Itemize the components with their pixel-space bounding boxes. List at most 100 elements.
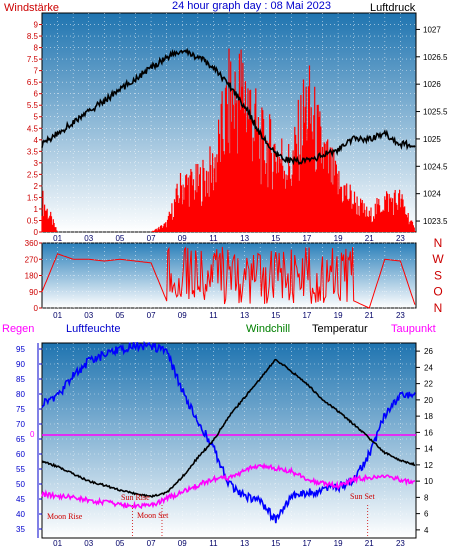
wind-tick-label: 4.5 <box>27 124 39 133</box>
temperature-tick-label: 22 <box>424 380 433 389</box>
temperature-tick-label: 6 <box>424 510 429 519</box>
dewpoint-header: Taupunkt <box>391 323 436 335</box>
wind-tick-label: 4 <box>34 136 39 145</box>
temperature-header: Temperatur <box>312 323 368 335</box>
top-x-tick-label: 09 <box>178 234 187 243</box>
wind-tick-label: 9 <box>34 21 39 30</box>
wind-tick-label: 1.5 <box>27 193 39 202</box>
humidity-tick-label: 75 <box>16 405 25 414</box>
wind-tick-label: 3.5 <box>27 147 39 156</box>
pressure-tick-label: 1024.5 <box>423 162 448 171</box>
mid-x-tick-label: 03 <box>84 311 93 320</box>
top-x-tick-label: 15 <box>271 234 280 243</box>
wind-tick-label: 0 <box>34 228 39 237</box>
mid-x-tick-label: 15 <box>271 311 280 320</box>
direction-tick-label: 180 <box>25 272 39 281</box>
humidity-tick-label: 80 <box>16 390 25 399</box>
bottom-x-tick-label: 15 <box>271 539 280 548</box>
humidity-tick-label: 85 <box>16 375 25 384</box>
temperature-tick-label: 12 <box>424 461 433 470</box>
mid-x-tick-label: 05 <box>115 311 124 320</box>
temperature-tick-label: 16 <box>424 428 433 437</box>
pressure-tick-label: 1027 <box>423 25 441 34</box>
temperature-tick-label: 10 <box>424 477 433 486</box>
mid-x-tick-label: 09 <box>178 311 187 320</box>
chart-title: 24 hour graph day : 08 Mai 2023 <box>172 0 331 12</box>
humidity-header: Luftfeuchte <box>66 323 120 335</box>
direction-tick-label: 90 <box>29 288 38 297</box>
dewpoint-series <box>41 462 416 510</box>
mid-x-tick-label: 21 <box>365 311 374 320</box>
bottom-x-tick-label: 19 <box>334 539 343 548</box>
wind-tick-label: 6.5 <box>27 78 39 87</box>
top-x-tick-label: 17 <box>302 234 311 243</box>
humidity-tick-label: 90 <box>16 360 25 369</box>
temperature-tick-label: 4 <box>424 526 429 535</box>
bottom-x-tick-label: 17 <box>302 539 311 548</box>
top-x-tick-label: 03 <box>84 234 93 243</box>
humidity-tick-label: 95 <box>16 345 25 354</box>
bottom-x-tick-label: 13 <box>240 539 249 548</box>
mid-x-tick-label: 23 <box>396 311 405 320</box>
bottom-x-tick-label: 11 <box>209 539 218 548</box>
wind-tick-label: 8.5 <box>27 32 39 41</box>
compass-label: O <box>433 285 442 299</box>
series-layer <box>41 47 416 538</box>
sun-set-annotation: Sun Set <box>350 492 375 501</box>
humidity-tick-label: 35 <box>16 525 25 534</box>
moon-rise-annotation: Moon Rise <box>47 512 83 521</box>
pressure-tick-label: 1026.5 <box>423 53 448 62</box>
temperature-tick-label: 26 <box>424 347 433 356</box>
temperature-tick-label: 14 <box>424 445 433 454</box>
wind-tick-label: 8 <box>34 44 39 53</box>
wind-tick-label: 2 <box>34 182 39 191</box>
direction-tick-label: 270 <box>25 255 39 264</box>
humidity-tick-label: 65 <box>16 435 25 444</box>
pressure-tick-label: 1026 <box>423 80 441 89</box>
temperature-tick-label: 8 <box>424 493 429 502</box>
wind-tick-label: 7 <box>34 67 39 76</box>
rain-zero-label: 0 <box>30 430 35 439</box>
mid-x-tick-label: 19 <box>334 311 343 320</box>
humidity-tick-label: 50 <box>16 480 25 489</box>
wind-tick-label: 5.5 <box>27 101 39 110</box>
top-x-tick-label: 11 <box>209 234 218 243</box>
compass-label: N <box>434 301 443 315</box>
top-x-tick-label: 21 <box>365 234 374 243</box>
axis-labels: 00.511.522.533.544.555.566.577.588.59102… <box>16 21 448 548</box>
mid-x-tick-label: 07 <box>147 311 156 320</box>
mid-x-tick-label: 01 <box>53 311 62 320</box>
wind-tick-label: 2.5 <box>27 170 39 179</box>
humidity-tick-label: 55 <box>16 465 25 474</box>
sun-rise-annotation: Sun Rise <box>121 493 150 502</box>
moon-set-annotation: Moon Set <box>137 511 169 520</box>
wind-tick-label: 0.5 <box>27 216 39 225</box>
temperature-tick-label: 20 <box>424 396 433 405</box>
pressure-tick-label: 1025.5 <box>423 108 448 117</box>
humidity-tick-label: 70 <box>16 420 25 429</box>
direction-tick-label: 360 <box>25 239 39 248</box>
bottom-x-tick-label: 03 <box>84 539 93 548</box>
humidity-tick-label: 45 <box>16 495 25 504</box>
bottom-x-tick-label: 09 <box>178 539 187 548</box>
bottom-x-tick-label: 23 <box>396 539 405 548</box>
top-x-tick-label: 23 <box>396 234 405 243</box>
temperature-tick-label: 18 <box>424 412 433 421</box>
bottom-x-tick-label: 05 <box>115 539 124 548</box>
wind-direction-series <box>41 246 416 309</box>
mid-x-tick-label: 17 <box>302 311 311 320</box>
top-x-tick-label: 13 <box>240 234 249 243</box>
top-x-tick-label: 01 <box>53 234 62 243</box>
wind-strength-series <box>41 48 416 232</box>
pressure-tick-label: 1025 <box>423 135 441 144</box>
wind-tick-label: 3 <box>34 159 39 168</box>
top-x-tick-label: 07 <box>147 234 156 243</box>
wind-tick-label: 5 <box>34 113 39 122</box>
wind-tick-label: 6 <box>34 90 39 99</box>
bottom-x-tick-label: 21 <box>365 539 374 548</box>
windchill-header: Windchill <box>246 323 290 335</box>
temperature-series <box>41 358 416 499</box>
compass-label: W <box>432 252 444 266</box>
